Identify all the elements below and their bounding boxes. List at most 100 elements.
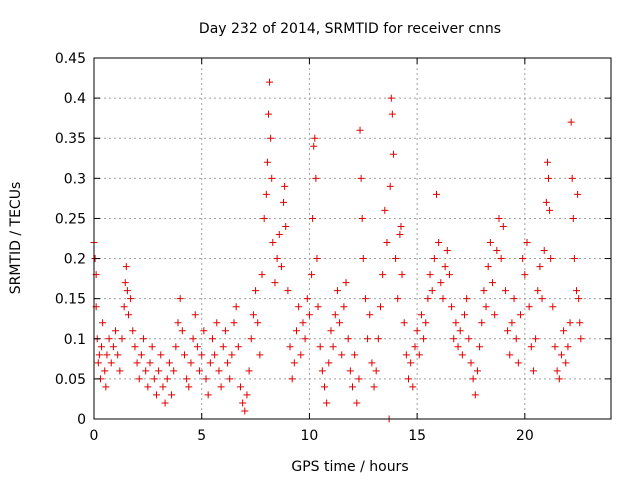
- data-point: [575, 295, 583, 303]
- data-point: [407, 359, 415, 367]
- data-point: [254, 319, 262, 327]
- data-point: [211, 351, 219, 359]
- data-point: [514, 359, 522, 367]
- data-point: [140, 335, 148, 343]
- data-point: [495, 214, 503, 222]
- data-point: [161, 399, 169, 407]
- data-point: [183, 375, 191, 383]
- data-point: [458, 351, 466, 359]
- data-point: [336, 319, 344, 327]
- data-point: [124, 311, 132, 319]
- data-point: [311, 134, 319, 142]
- data-point: [409, 383, 417, 391]
- data-point: [415, 351, 423, 359]
- data-point: [329, 343, 337, 351]
- data-point: [264, 110, 272, 118]
- data-point: [185, 383, 193, 391]
- data-point: [333, 287, 341, 295]
- data-point: [570, 255, 578, 263]
- data-point: [103, 351, 111, 359]
- data-point: [137, 351, 145, 359]
- data-point: [168, 391, 176, 399]
- data-point: [534, 287, 542, 295]
- data-point: [574, 190, 582, 198]
- data-point: [359, 255, 367, 263]
- data-point: [236, 383, 244, 391]
- data-point: [170, 367, 178, 375]
- data-point: [95, 351, 103, 359]
- data-point: [433, 190, 441, 198]
- data-point: [351, 351, 359, 359]
- data-point: [165, 359, 173, 367]
- data-point: [320, 383, 328, 391]
- data-point: [202, 375, 210, 383]
- data-point: [327, 327, 335, 335]
- data-point: [284, 287, 292, 295]
- data-point: [157, 351, 165, 359]
- data-point: [325, 359, 333, 367]
- data-point: [471, 391, 479, 399]
- data-point: [114, 351, 122, 359]
- data-point: [99, 319, 107, 327]
- data-point: [340, 303, 348, 311]
- data-point: [249, 311, 257, 319]
- data-point: [445, 271, 453, 279]
- data-point: [542, 198, 550, 206]
- x-tick-label: 15: [408, 428, 426, 444]
- data-point: [566, 319, 574, 327]
- data-point: [299, 319, 307, 327]
- y-tick-label: 0.2: [64, 252, 86, 268]
- data-point: [512, 335, 520, 343]
- y-axis-label: SRMTID / TECUs: [8, 182, 24, 295]
- data-point: [480, 287, 488, 295]
- data-point: [396, 230, 404, 238]
- data-point: [142, 367, 150, 375]
- data-point: [417, 311, 425, 319]
- data-point: [180, 351, 188, 359]
- data-point: [424, 295, 432, 303]
- data-point: [543, 158, 551, 166]
- y-tick-label: 0.3: [64, 171, 86, 187]
- data-point: [273, 255, 281, 263]
- data-point: [394, 295, 402, 303]
- data-point: [247, 335, 255, 343]
- data-point: [331, 311, 339, 319]
- data-point: [452, 319, 460, 327]
- data-point: [342, 279, 350, 287]
- data-points: [90, 78, 585, 423]
- data-point: [313, 255, 321, 263]
- data-point: [121, 279, 129, 287]
- y-tick-label: 0: [77, 412, 86, 428]
- data-point: [266, 78, 274, 86]
- data-point: [245, 367, 253, 375]
- data-point: [454, 343, 462, 351]
- data-point: [413, 327, 421, 335]
- data-point: [271, 279, 279, 287]
- data-point: [473, 367, 481, 375]
- data-point: [208, 335, 216, 343]
- data-point: [546, 206, 554, 214]
- y-tick-label: 0.45: [55, 51, 86, 67]
- data-point: [301, 335, 309, 343]
- data-point: [150, 375, 158, 383]
- data-point: [122, 263, 130, 271]
- data-point: [527, 343, 535, 351]
- data-point: [529, 367, 537, 375]
- data-point: [525, 303, 533, 311]
- data-point: [437, 279, 445, 287]
- data-point: [102, 383, 110, 391]
- data-point: [310, 142, 318, 150]
- y-tick-label: 0.05: [55, 372, 86, 388]
- data-point: [159, 383, 167, 391]
- data-point: [422, 319, 430, 327]
- data-point: [381, 206, 389, 214]
- data-point: [193, 343, 201, 351]
- data-point: [152, 391, 160, 399]
- data-point: [191, 311, 199, 319]
- data-point: [426, 271, 434, 279]
- data-point: [377, 303, 385, 311]
- data-point: [523, 239, 531, 247]
- data-point: [441, 263, 449, 271]
- y-tick-label: 0.25: [55, 211, 86, 227]
- y-tick-label: 0.35: [55, 131, 86, 147]
